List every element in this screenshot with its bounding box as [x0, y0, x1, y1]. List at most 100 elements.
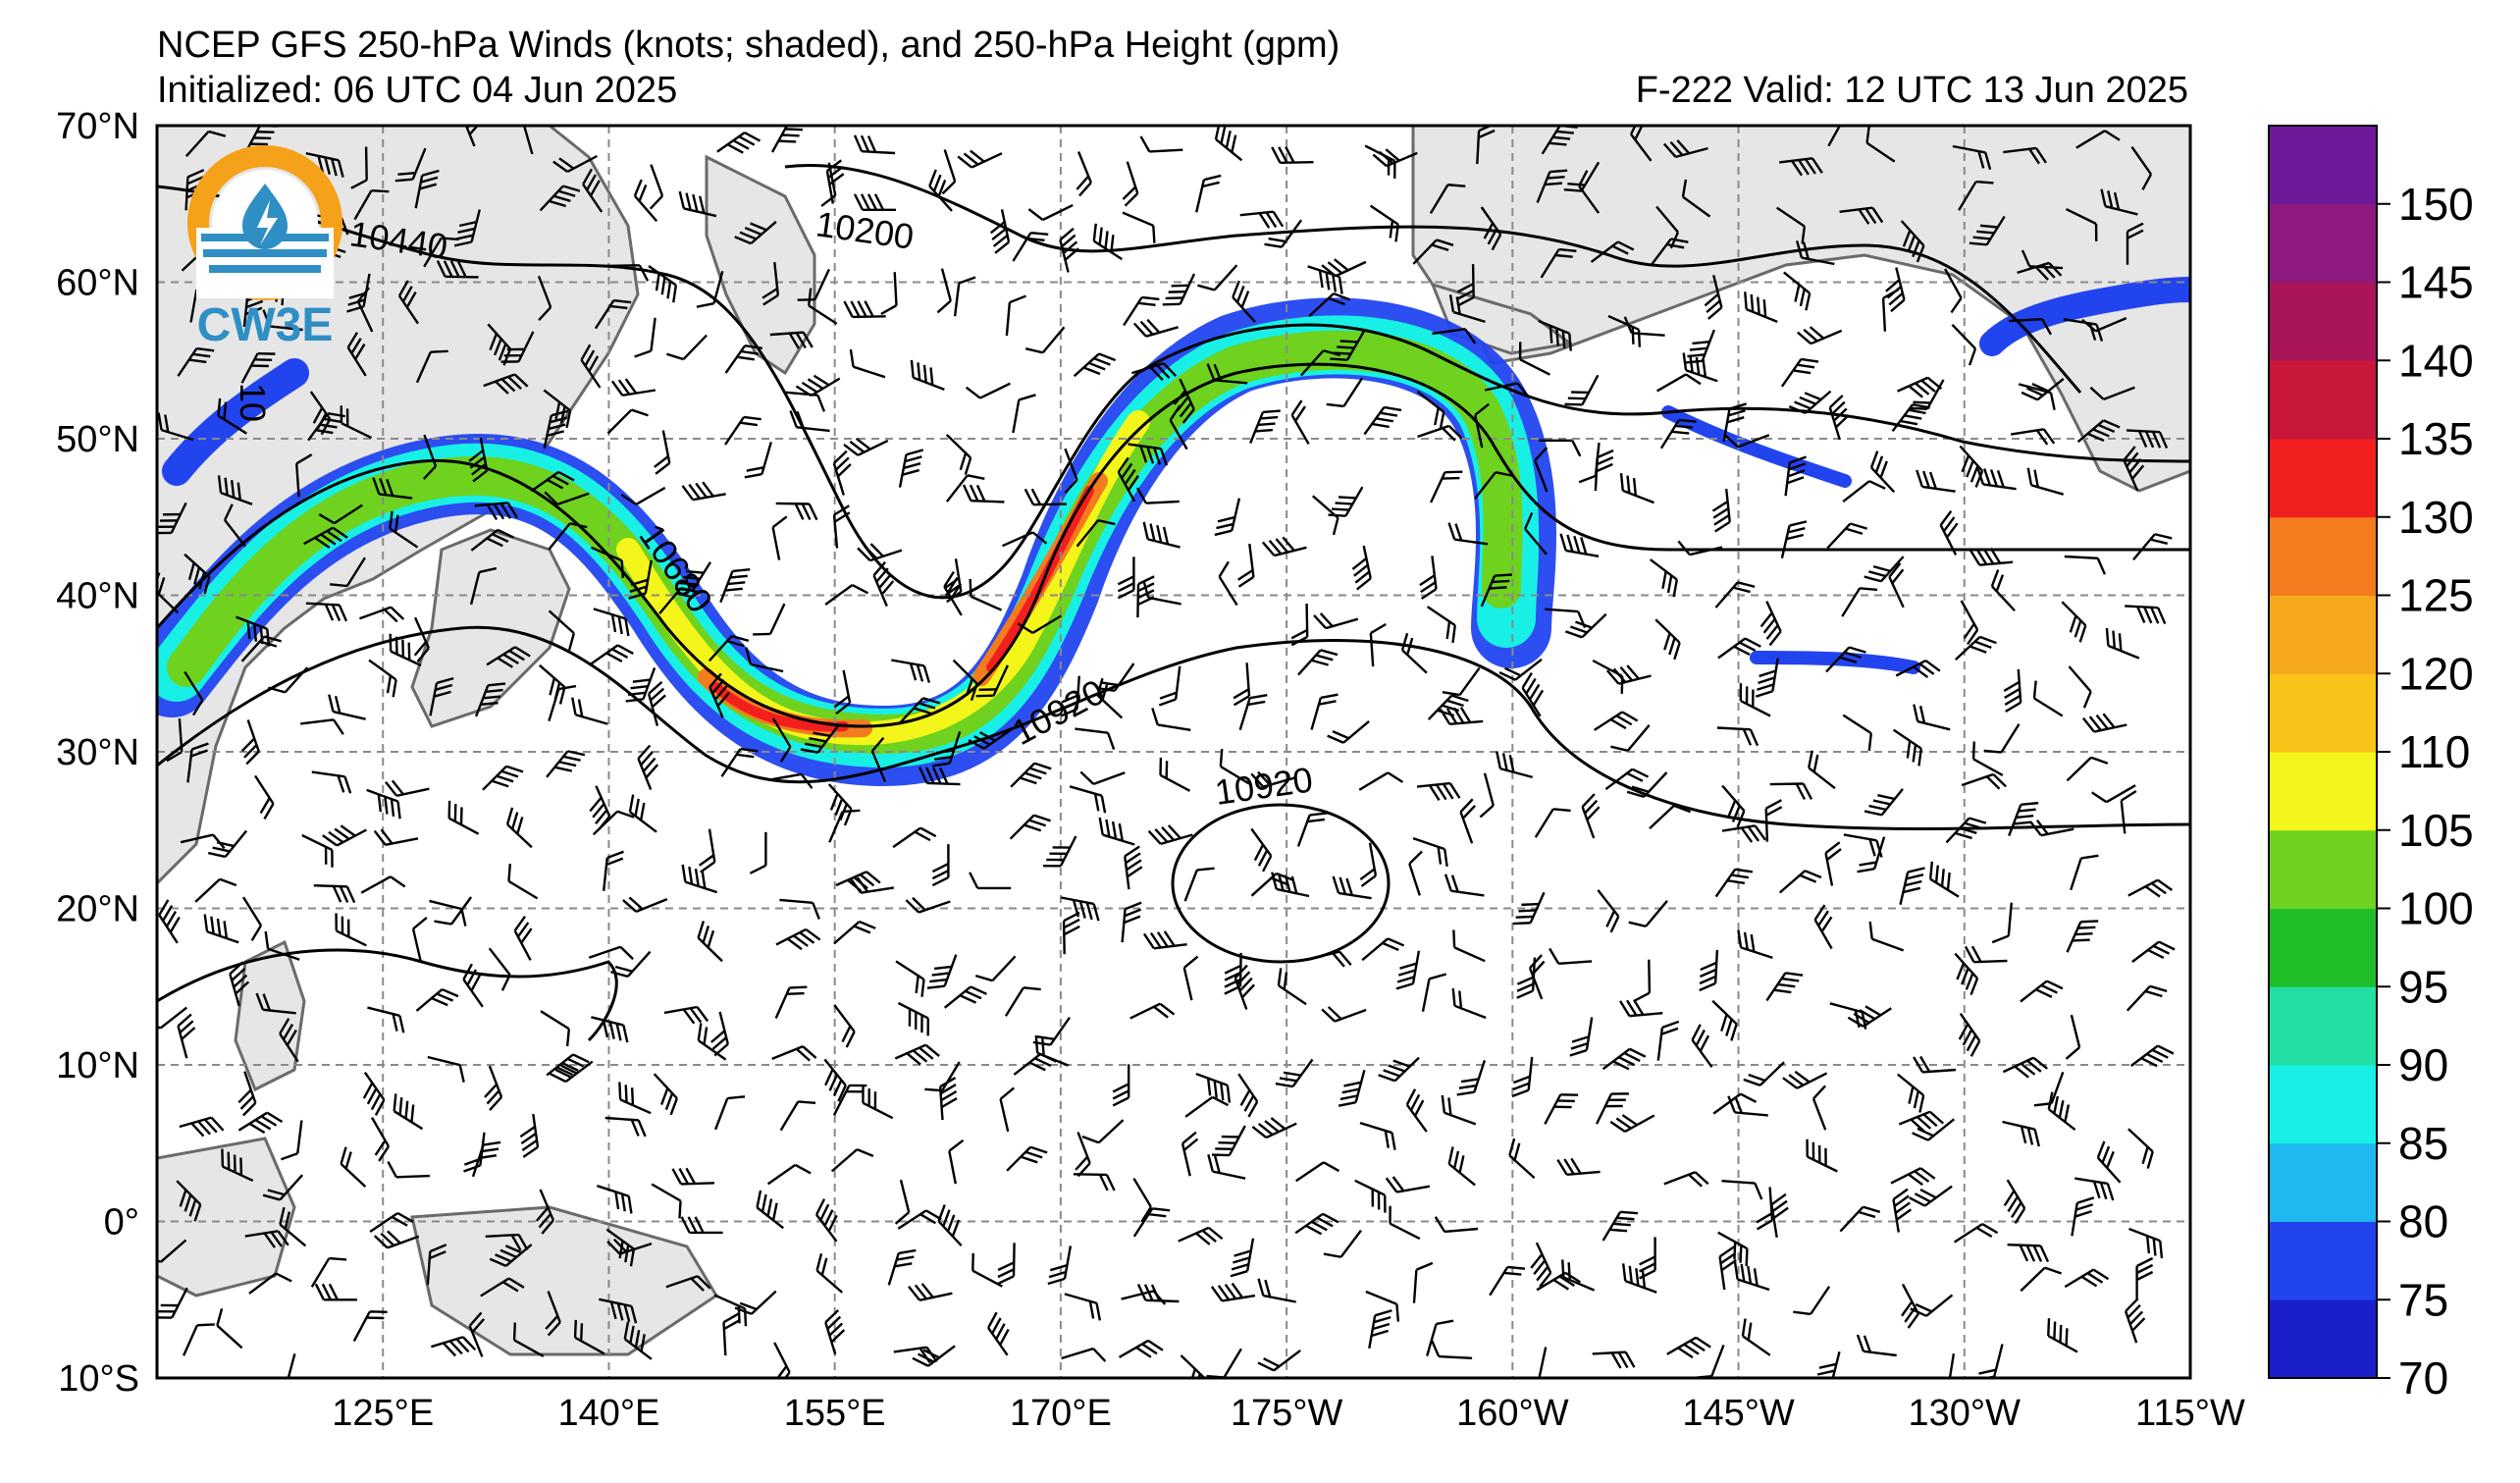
- wind-barb: [588, 945, 634, 961]
- figure-title: NCEP GFS 250-hPa Winds (knots; shaded), …: [157, 25, 1340, 66]
- wind-barb: [1385, 1176, 1431, 1193]
- wind-barb: [1847, 1005, 1892, 1028]
- wind-barb: [352, 1310, 388, 1342]
- wind-barb: [280, 1120, 303, 1161]
- wind-barb: [1447, 522, 1489, 546]
- wind-barb: [943, 985, 987, 1009]
- wind-barb: [1739, 683, 1771, 717]
- wind-barb: [1521, 671, 1545, 717]
- wind-barb: [658, 586, 699, 614]
- wind-barb: [766, 1163, 812, 1186]
- wind-barb: [329, 556, 366, 588]
- wind-barb: [832, 504, 851, 549]
- wind-barb: [2065, 1014, 2081, 1060]
- wind-barb: [1498, 658, 1543, 681]
- wind-barb: [2026, 467, 2065, 496]
- wind-barb: [1124, 845, 1143, 890]
- wind-barb: [880, 272, 898, 316]
- wind-barb: [1233, 662, 1251, 707]
- wind-barb: [591, 1016, 629, 1043]
- wind-barb: [2065, 208, 2098, 241]
- latitude-label: 30°N: [56, 732, 139, 773]
- wind-barb: [1421, 973, 1447, 1012]
- wind-barb: [1951, 323, 1977, 366]
- latitude-label: 10°S: [58, 1358, 139, 1400]
- wind-barb: [2123, 446, 2145, 492]
- wind-barb: [1945, 817, 1987, 844]
- wind-barb: [1815, 1351, 1841, 1378]
- wind-barb: [2128, 1227, 2164, 1259]
- wind-barb: [157, 502, 187, 535]
- wind-barb: [2020, 1266, 2063, 1293]
- wind-barb: [505, 807, 533, 849]
- wind-barb: [1778, 870, 1822, 894]
- wind-barb: [1122, 161, 1139, 207]
- wind-barb: [1313, 612, 1359, 630]
- wind-barb: [618, 1082, 652, 1115]
- wind-barb: [1476, 126, 1496, 165]
- wind-barb: [217, 397, 247, 435]
- wind-barb: [530, 470, 575, 493]
- wind-barb: [1596, 1092, 1629, 1125]
- wind-barb: [389, 510, 419, 549]
- wind-barb: [194, 877, 237, 903]
- wind-barb: [931, 731, 962, 768]
- map-frame: [155, 124, 2192, 1380]
- wind-barb: [1952, 144, 1992, 171]
- wind-barb: [952, 659, 978, 701]
- wind-barb: [1062, 911, 1080, 955]
- wind-barb: [2047, 1318, 2078, 1353]
- wind-barb: [971, 1252, 1003, 1288]
- wind-barb: [815, 1252, 843, 1294]
- colorbar-swatch: [2269, 282, 2377, 361]
- wind-barb: [1540, 247, 1577, 279]
- wind-barb: [2096, 1140, 2122, 1184]
- wind-barb: [423, 237, 459, 268]
- wind-barb: [1770, 1192, 1789, 1238]
- wind-barb: [229, 961, 250, 1007]
- wind-barb: [489, 1244, 533, 1267]
- wind-barb: [1864, 556, 1905, 583]
- new-guinea: [410, 1205, 719, 1356]
- wind-barb: [1594, 449, 1614, 492]
- jet-band-secondary-east: [1979, 277, 2190, 356]
- wind-barb: [823, 1058, 847, 1102]
- wind-barb: [1271, 146, 1314, 164]
- colorbar-tick-label: 70: [2398, 1352, 2448, 1404]
- wind-barb: [2129, 1044, 2175, 1068]
- wind-barb: [1416, 390, 1445, 430]
- wind-barb: [279, 1018, 299, 1063]
- wind-barb: [651, 1183, 682, 1219]
- wind-barb: [1868, 921, 1905, 952]
- wind-barb: [2064, 1268, 2110, 1289]
- longitude-label: 130°W: [1909, 1393, 2021, 1434]
- wind-barb: [713, 1095, 746, 1131]
- wind-barb: [1006, 1145, 1048, 1172]
- wind-barb: [474, 502, 519, 521]
- wind-barb: [1560, 1259, 1596, 1292]
- wind-barb: [1954, 952, 1979, 995]
- colorbar-swatch: [2269, 126, 2377, 205]
- wind-barb: [521, 126, 534, 155]
- wind-barb: [1117, 456, 1140, 503]
- wind-barb: [223, 503, 246, 548]
- wind-barb: [1017, 614, 1063, 634]
- wind-barb: [1432, 327, 1477, 344]
- wind-barb: [1136, 1284, 1180, 1303]
- colorbar-tick-label: 125: [2398, 570, 2474, 621]
- wind-barb: [1323, 1229, 1362, 1258]
- wind-barb: [1012, 231, 1049, 262]
- wind-barb: [948, 1139, 965, 1185]
- wind-barb: [1869, 450, 1896, 494]
- wind-barb: [184, 553, 211, 595]
- latitude-label: 40°N: [56, 576, 139, 617]
- wind-barb: [1326, 377, 1364, 408]
- wind-barb: [1290, 399, 1310, 445]
- wind-barb: [543, 389, 572, 429]
- wind-barb: [513, 916, 533, 961]
- wind-barb: [1944, 268, 1963, 314]
- wind-barb: [1900, 220, 1925, 263]
- wind-barb: [2009, 318, 2053, 336]
- wind-barb: [937, 1204, 963, 1247]
